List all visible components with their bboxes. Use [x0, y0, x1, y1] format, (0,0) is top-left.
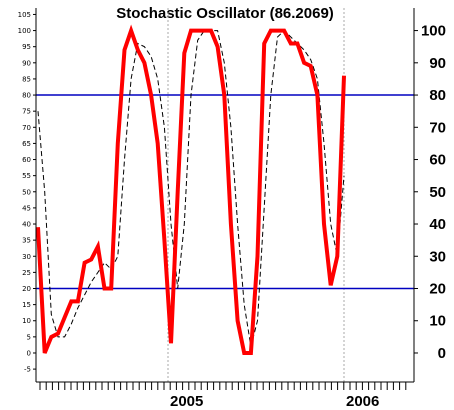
right-tick-label: 10 — [429, 313, 446, 330]
left-tick-label: 75 — [22, 108, 31, 116]
left-tick-label: 95 — [22, 43, 31, 51]
right-tick-label: 40 — [429, 216, 446, 233]
left-tick-label: 85 — [22, 75, 31, 83]
right-tick-label: 60 — [429, 152, 446, 169]
right-tick-label: 50 — [429, 184, 446, 201]
series-d-line — [37, 29, 345, 347]
left-tick-label: 50 — [22, 188, 31, 196]
left-tick-label: 30 — [22, 253, 31, 261]
right-tick-label: 30 — [429, 248, 446, 265]
right-tick-label: 80 — [429, 87, 446, 104]
axis-layer: 1051009590858075706560555045403530252015… — [18, 8, 446, 410]
right-tick-label: 0 — [438, 345, 446, 362]
left-tick-label: 20 — [22, 285, 31, 293]
left-tick-label: 15 — [22, 301, 31, 309]
left-tick-label: 45 — [22, 204, 31, 212]
x-tick-label: 2006 — [346, 393, 379, 410]
left-tick-label: 5 — [27, 333, 31, 341]
left-tick-label: 55 — [22, 172, 31, 180]
left-tick-label: 40 — [22, 221, 31, 229]
right-tick-label: 100 — [421, 23, 446, 40]
series-layer — [36, 24, 346, 355]
left-tick-label: -5 — [24, 366, 31, 374]
x-tick-label: 2005 — [170, 393, 203, 410]
left-tick-label: 90 — [22, 59, 31, 67]
left-tick-label: 80 — [22, 92, 31, 100]
right-tick-label: 70 — [429, 119, 446, 136]
left-tick-label: 65 — [22, 140, 31, 148]
left-tick-label: 60 — [22, 156, 31, 164]
left-tick-label: 100 — [18, 27, 31, 35]
chart-title: Stochastic Oscillator (86.2069) — [116, 5, 334, 22]
series-k-line — [36, 24, 346, 355]
left-tick-label: 105 — [18, 11, 31, 19]
left-tick-label: 25 — [22, 269, 31, 277]
left-tick-label: 70 — [22, 124, 31, 132]
right-tick-label: 90 — [429, 55, 446, 72]
right-tick-label: 20 — [429, 281, 446, 298]
left-tick-label: 10 — [22, 317, 31, 325]
left-tick-label: 0 — [27, 349, 31, 357]
left-tick-label: 35 — [22, 237, 31, 245]
